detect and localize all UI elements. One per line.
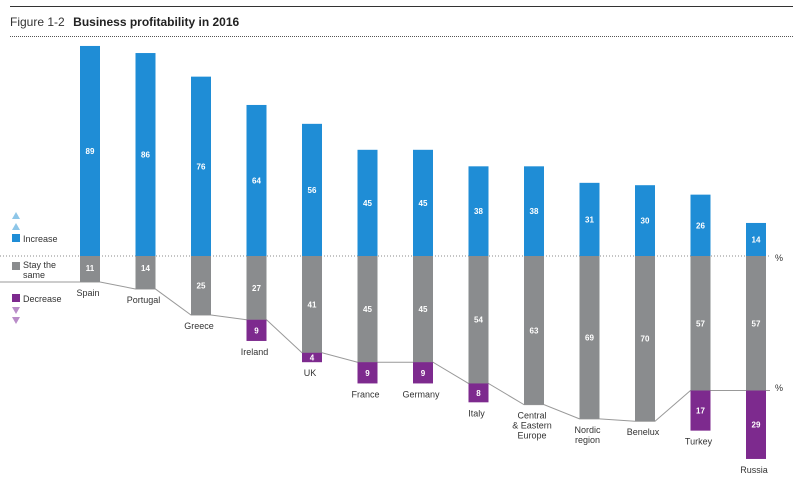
category-label: Italy: [468, 408, 485, 418]
value-label-increase: 38: [474, 207, 483, 216]
bar-same: [690, 256, 711, 391]
bar-same: [302, 256, 322, 353]
bar-decrease: [246, 319, 267, 341]
category-label: Russia: [740, 465, 768, 475]
value-label-same: 11: [86, 264, 95, 273]
value-label-increase: 86: [141, 151, 150, 160]
category-label: Central & Eastern Europe: [512, 411, 552, 441]
value-label-increase: 45: [419, 199, 428, 208]
value-label-same: 69: [585, 333, 594, 342]
bar-decrease: [468, 383, 489, 403]
percent-unit-top: %: [775, 253, 783, 263]
value-label-increase: 38: [530, 207, 539, 216]
figure-number: Figure 1-2: [10, 15, 65, 29]
value-label-decrease: 9: [254, 326, 259, 335]
bar-increase: [302, 123, 322, 256]
bar-same: [246, 256, 267, 320]
bar-same: [191, 256, 211, 315]
category-label: Spain: [76, 288, 99, 298]
value-label-same: 63: [530, 326, 539, 335]
bar-increase: [524, 166, 544, 256]
category-label: France: [351, 389, 379, 399]
decrease-arrow-icon: [12, 307, 20, 314]
bar-increase: [135, 53, 156, 256]
value-label-same: 14: [141, 264, 150, 273]
legend-label-same-1: Stay the: [23, 260, 56, 270]
bar-increase: [357, 149, 378, 256]
category-label: UK: [304, 368, 317, 378]
bar-decrease: [413, 362, 433, 384]
value-label-same: 25: [197, 282, 206, 291]
bar-same: [413, 256, 433, 363]
bar-same: [746, 256, 766, 391]
bar-same: [468, 256, 489, 384]
bar-increase: [579, 182, 600, 256]
category-label: Benelux: [627, 427, 660, 437]
increase-arrow-icon: [12, 223, 20, 230]
title-divider: [10, 36, 793, 37]
bar-increase: [746, 222, 766, 256]
value-label-decrease: 8: [476, 389, 481, 398]
value-label-same: 27: [252, 284, 261, 293]
value-label-same: 41: [308, 300, 317, 309]
legend-swatch-same: [12, 262, 20, 270]
value-label-increase: 45: [363, 199, 372, 208]
value-label-increase: 56: [308, 186, 317, 195]
bar-decrease: [690, 390, 711, 431]
category-label: Portugal: [127, 295, 161, 305]
category-label: Nordic region: [574, 425, 601, 445]
bar-same: [80, 256, 100, 282]
category-label: Greece: [184, 321, 214, 331]
legend-swatch-increase: [12, 234, 20, 242]
value-label-increase: 64: [252, 176, 261, 185]
bar-increase: [413, 149, 433, 256]
value-label-same: 45: [419, 305, 428, 314]
bar-increase: [468, 166, 489, 256]
value-label-increase: 89: [86, 147, 95, 156]
increase-arrow-icon: [12, 212, 20, 219]
bar-increase: [635, 185, 655, 256]
bar-increase: [690, 194, 711, 256]
bar-increase: [191, 76, 211, 256]
legend-swatch-decrease: [12, 294, 20, 302]
value-label-same: 45: [363, 305, 372, 314]
bar-increase: [246, 104, 267, 257]
legend-label-same-2: same: [23, 270, 45, 280]
bar-same: [524, 256, 544, 405]
value-label-increase: 14: [752, 235, 761, 244]
bar-same: [635, 256, 655, 422]
percent-unit-bottom: %: [775, 383, 783, 393]
value-label-same: 57: [696, 319, 705, 328]
value-label-decrease: 29: [752, 421, 761, 430]
bar-decrease: [357, 362, 378, 384]
value-label-increase: 76: [197, 162, 206, 171]
bar-same: [357, 256, 378, 363]
value-label-decrease: 9: [421, 369, 426, 378]
title-bar: Figure 1-2 Business profitability in 201…: [10, 6, 793, 31]
value-label-increase: 31: [585, 215, 594, 224]
category-label: Turkey: [685, 437, 713, 447]
value-label-increase: 30: [641, 217, 650, 226]
decrease-arrow-icon: [12, 317, 20, 324]
chart-title: Business profitability in 2016: [73, 15, 240, 29]
bar-decrease: [302, 352, 322, 363]
legend-label-decrease: Decrease: [23, 294, 62, 304]
legend-label-increase: Increase: [23, 234, 58, 244]
value-label-same: 57: [752, 319, 761, 328]
value-label-decrease: 17: [696, 407, 705, 416]
value-label-decrease: 4: [310, 353, 315, 362]
bar-same: [579, 256, 600, 419]
bar-increase: [80, 45, 100, 257]
value-label-decrease: 9: [365, 369, 370, 378]
bar-same: [135, 256, 156, 290]
value-label-same: 70: [641, 335, 650, 344]
value-label-increase: 26: [696, 221, 705, 230]
category-label: Ireland: [241, 347, 269, 357]
bar-decrease: [746, 390, 766, 459]
category-label: Germany: [402, 389, 440, 399]
value-label-same: 54: [474, 316, 483, 325]
